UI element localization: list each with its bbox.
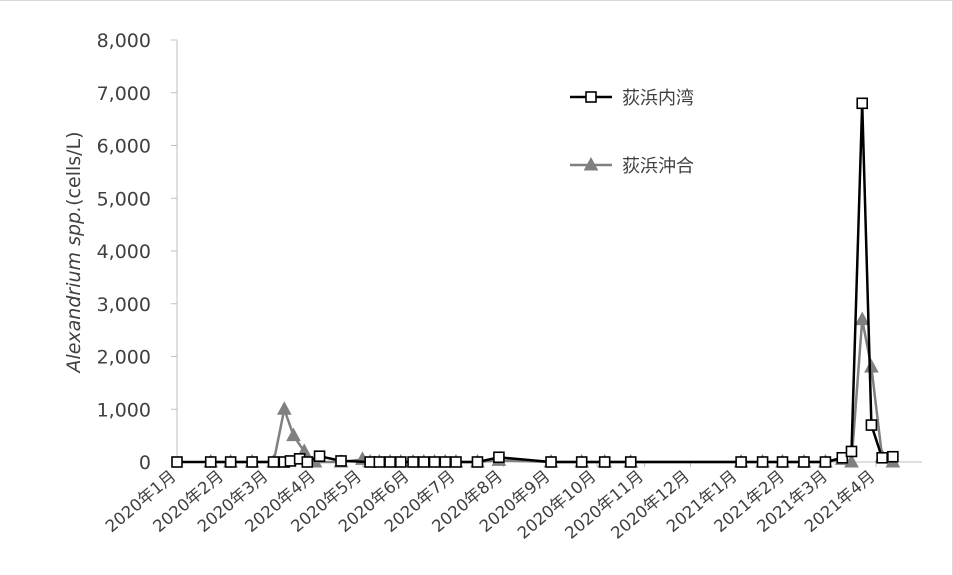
y-tick-label: 1,000	[97, 399, 151, 421]
data-point-marker	[267, 456, 280, 468]
data-point-marker	[395, 456, 407, 468]
y-tick-label: 7,000	[97, 83, 151, 105]
data-point-marker	[583, 156, 599, 171]
legend-label: 荻浜沖合	[622, 156, 694, 177]
y-tick-label: 3,000	[97, 294, 151, 316]
data-point-marker	[575, 456, 588, 468]
data-point-marker	[493, 451, 505, 464]
data-point-marker	[286, 427, 301, 442]
data-point-marker	[373, 456, 386, 468]
data-point-marker	[439, 456, 452, 468]
data-point-marker	[887, 450, 899, 463]
data-point-marker	[171, 456, 183, 468]
data-point-marker	[471, 456, 484, 468]
y-tick-label: 5,000	[97, 188, 151, 210]
data-point-marker	[798, 456, 810, 468]
data-point-marker	[856, 97, 869, 110]
data-point-marker	[776, 456, 789, 468]
data-point-marker	[876, 451, 888, 464]
series-layer	[171, 97, 901, 468]
data-point-marker	[407, 456, 419, 468]
data-point-marker	[224, 456, 237, 468]
data-point-marker	[756, 456, 769, 468]
y-axis-title: Alexandrium spp.(cells/L)	[63, 131, 85, 374]
data-point-marker	[450, 456, 462, 468]
data-point-marker	[313, 450, 326, 462]
data-point-marker	[844, 453, 859, 468]
y-tick-label: 2,000	[97, 347, 151, 369]
y-tick-label: 6,000	[97, 136, 151, 158]
data-point-marker	[204, 456, 217, 468]
data-point-marker	[845, 445, 858, 458]
series-line	[210, 318, 894, 464]
data-point-marker	[384, 456, 396, 468]
data-point-marker	[428, 456, 441, 468]
data-point-marker	[865, 419, 878, 431]
data-point-marker	[545, 456, 557, 468]
data-point-marker	[585, 91, 597, 103]
y-tick-label: 4,000	[97, 241, 151, 263]
y-tick-label: 0	[139, 452, 151, 474]
data-point-marker	[276, 401, 292, 415]
data-point-marker	[836, 451, 849, 464]
data-point-marker	[819, 456, 832, 468]
y-axis-title-italic: Alexandrium spp.	[63, 206, 85, 375]
series-triangle	[203, 311, 901, 468]
y-axis-title-unit: (cells/L)	[63, 131, 85, 205]
data-point-marker	[418, 456, 430, 468]
data-point-marker	[854, 311, 870, 326]
data-point-marker	[864, 359, 879, 373]
y-tick-label: 8,000	[97, 30, 151, 52]
data-point-marker	[598, 456, 611, 468]
data-point-marker	[735, 456, 747, 468]
data-point-marker	[335, 455, 347, 467]
data-point-marker	[301, 456, 314, 468]
series-square	[171, 97, 899, 468]
data-point-marker	[624, 456, 637, 468]
data-point-marker	[246, 456, 258, 468]
legend-label: 荻浜内湾	[622, 88, 694, 109]
